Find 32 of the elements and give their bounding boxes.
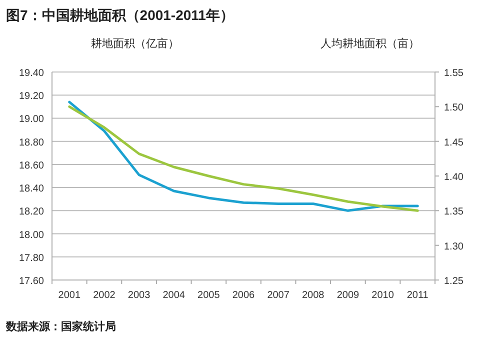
y-tick-label: 19.40	[18, 68, 44, 79]
x-tick-label: 2007	[267, 290, 290, 301]
y2-tick-label: 1.25	[444, 276, 464, 287]
y-tick-label: 17.80	[18, 252, 44, 264]
x-tick-label: 2005	[198, 290, 220, 301]
chart-title: 图7：中国耕地面积（2001-2011年）	[6, 7, 234, 23]
y2-tick-label: 1.50	[444, 102, 464, 114]
source-note: 数据来源：国家统计局	[5, 320, 116, 333]
x-tick-label: 2011	[406, 290, 429, 301]
x-tick-label: 2001	[58, 290, 81, 301]
x-tick-label: 2004	[162, 290, 186, 301]
x-tick-label: 2003	[128, 290, 151, 301]
x-tick-label: 2006	[232, 290, 256, 301]
y2-tick-label: 1.55	[444, 68, 464, 79]
y-tick-label: 17.60	[18, 276, 44, 287]
x-tick-label: 2002	[93, 290, 116, 301]
x-tick-label: 2008	[302, 290, 325, 301]
y-tick-label: 18.40	[18, 184, 44, 195]
y2-axis-title: 人均耕地面积（亩）	[320, 37, 420, 50]
y-tick-label: 18.20	[18, 206, 44, 218]
y-tick-label: 19.00	[18, 114, 44, 126]
y-tick-label: 18.80	[18, 137, 44, 148]
x-tick-label: 2009	[336, 290, 360, 301]
y2-tick-label: 1.30	[444, 241, 464, 252]
y-tick-label: 18.60	[18, 160, 44, 172]
y-axis-title: 耕地面积（亿亩）	[91, 37, 179, 50]
y-tick-label: 19.20	[18, 91, 44, 102]
y2-tick-label: 1.35	[444, 206, 464, 218]
y2-tick-label: 1.40	[444, 172, 464, 183]
y2-tick-label: 1.45	[444, 137, 464, 148]
x-tick-label: 2010	[372, 290, 394, 301]
y-tick-label: 18.00	[18, 230, 44, 241]
